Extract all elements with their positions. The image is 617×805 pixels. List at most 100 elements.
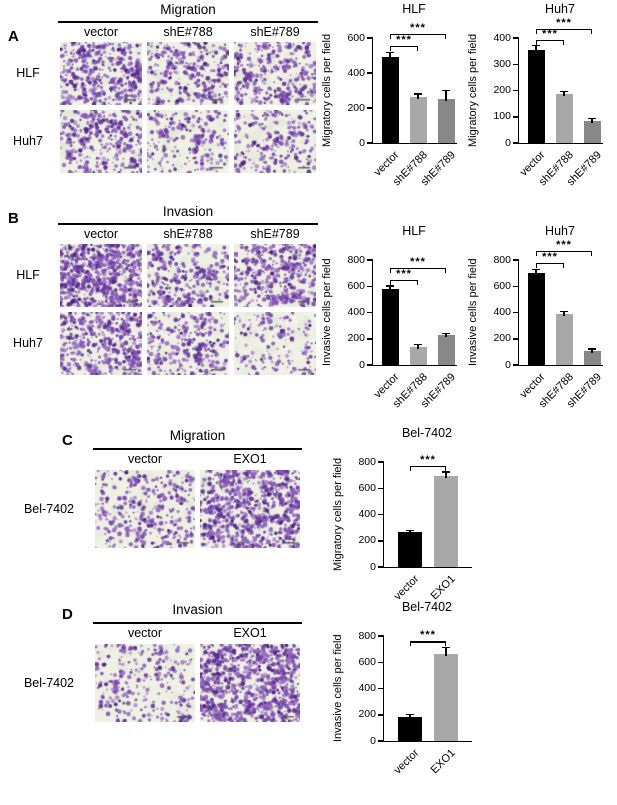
plot-area: 0 200 400 600 800 vector EXO1 *** (358, 629, 472, 777)
bar (434, 654, 458, 741)
y-tick-label: 400 (347, 306, 365, 318)
col-header-B-shE789: shE#789 (250, 227, 300, 241)
micrograph-invasion-huh7-vector (60, 312, 142, 375)
y-tick-label: 200 (493, 332, 511, 345)
y-tick-mark (378, 540, 384, 542)
y-tick-mark (367, 285, 373, 287)
assay-header-migration-C: Migration (169, 428, 226, 443)
y-tick-mark (367, 142, 373, 144)
y-tick-label: 400 (493, 306, 511, 318)
y-tick-mark (513, 364, 519, 366)
plot-area: 0 100 200 300 400 vector shE#788 shE#789 *** *** (493, 17, 603, 188)
error-bar-cap (560, 91, 568, 93)
significance-bracket-end (390, 33, 392, 39)
y-tick-mark (378, 714, 384, 716)
error-bar-cap (386, 285, 394, 287)
significance-bracket-end (591, 251, 593, 256)
y-axis-label: Invasive cells per field (467, 258, 479, 367)
y-tick-mark (513, 63, 519, 65)
significance-stars: *** (396, 33, 412, 46)
y-axis-label: Migratory cells per field (467, 33, 479, 148)
chart-title: Huh7 (545, 224, 575, 238)
error-bar-cap (406, 529, 414, 531)
significance-bracket-end (563, 40, 565, 45)
bar (583, 350, 601, 365)
error-bar-cap (442, 332, 450, 334)
significance-bracket (536, 251, 592, 253)
bar (381, 288, 399, 365)
micrograph-invasion-bel7402-vector (95, 644, 195, 722)
y-tick-mark (378, 513, 384, 516)
error-bar-line (409, 530, 411, 535)
y-tick-label: 0 (359, 358, 365, 371)
col-header-B-vector: vector (83, 227, 119, 241)
micrograph-migration-hlf-vector (60, 42, 142, 105)
significance-bracket (390, 279, 418, 281)
error-bar-cap (588, 117, 596, 120)
col-header-A-shE789: shE#789 (250, 25, 300, 39)
y-tick-mark (513, 116, 519, 118)
significance-bracket (410, 641, 446, 643)
y-tick-label: 800 (358, 455, 376, 468)
significance-stars: *** (542, 28, 558, 40)
error-bar-line (563, 312, 565, 316)
assay-header-invasion-D: Invasion (172, 602, 223, 617)
significance-bracket-end (445, 33, 447, 39)
significance-bracket (536, 262, 564, 265)
significance-bracket-end (536, 251, 538, 256)
error-bar-cap (560, 311, 568, 313)
significance-stars: *** (420, 453, 436, 466)
significance-bracket-end (536, 40, 538, 45)
col-header-A-shE788: shE#788 (163, 25, 213, 39)
significance-bracket-end (410, 465, 412, 471)
significance-bracket-end (536, 29, 538, 34)
y-axis-label: Invasive cells per field (332, 634, 344, 743)
y-tick-label: 400 (493, 31, 511, 44)
panel-letter-B: B (8, 210, 19, 227)
y-axis-label: Migratory cells per field (332, 457, 344, 572)
y-tick-label: 200 (493, 84, 511, 96)
y-tick-label: 400 (358, 508, 376, 520)
chart-invasion-huh7: Huh7 Invasive cells per field 0 200 400 600… (467, 224, 617, 429)
error-bar-cap (442, 647, 450, 649)
y-tick-label: 600 (358, 481, 376, 494)
y-tick-label: 0 (359, 136, 365, 149)
y-tick-mark (378, 487, 384, 489)
error-bar-line (417, 94, 419, 99)
col-header-B-shE788: shE#788 (163, 227, 213, 241)
significance-bracket (390, 267, 446, 269)
plot-area: 0 200 400 600 800 vector EXO1 *** (358, 454, 472, 603)
error-bar-cap (588, 348, 596, 350)
x-axis-label: EXO1 (428, 747, 458, 777)
y-tick-mark (513, 338, 519, 340)
bar (527, 49, 545, 143)
error-bar-line (445, 91, 447, 102)
y-tick-mark (367, 37, 373, 39)
significance-bracket-end (410, 641, 412, 647)
micrograph-migration-bel7402-EXO1 (200, 470, 300, 548)
micrograph-invasion-hlf-vector (60, 244, 142, 307)
y-axis-label: Invasive cells per field (321, 258, 333, 367)
y-tick-label: 200 (347, 332, 365, 345)
significance-bracket-end (390, 267, 392, 273)
y-tick-label: 100 (493, 110, 511, 123)
plot-area: 0 200 400 600 800 vector shE#788 shE#789 *** *** (493, 239, 603, 410)
y-tick-label: 200 (347, 101, 365, 114)
significance-bracket-end (445, 267, 447, 273)
significance-bracket-end (445, 465, 447, 471)
bar (409, 96, 427, 143)
header-rule-A (58, 21, 318, 23)
error-bar-line (389, 52, 391, 60)
y-tick-label: 600 (347, 31, 365, 44)
chart-invasion-hlf: HLF Invasive cells per field 0 200 400 600 8… (321, 224, 476, 429)
error-bar-cap (414, 344, 422, 346)
y-tick-mark (513, 285, 519, 287)
error-bar-line (563, 92, 565, 97)
y-tick-mark (367, 72, 373, 74)
y-tick-mark (378, 740, 384, 742)
col-header-A-vector: vector (83, 25, 119, 39)
micrograph-migration-huh7-shE788 (147, 110, 229, 173)
y-tick-mark (513, 89, 519, 92)
y-tick-label: 600 (347, 279, 365, 292)
y-tick-mark (367, 311, 373, 314)
